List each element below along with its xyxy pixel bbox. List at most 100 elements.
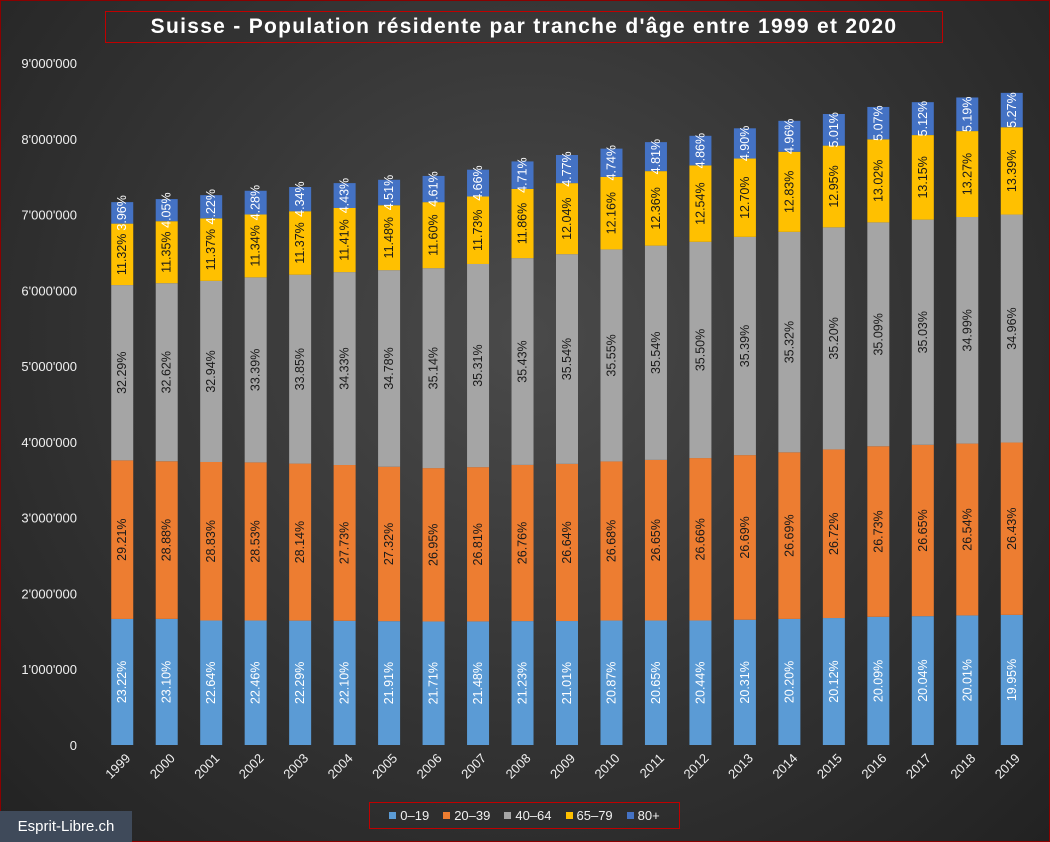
- data-label: 12.36%: [649, 187, 663, 229]
- data-label: 35.32%: [782, 321, 796, 363]
- bar-segment: [422, 202, 445, 269]
- bar-segment: [244, 190, 267, 215]
- data-label: 34.33%: [338, 347, 352, 389]
- data-label: 26.81%: [471, 523, 485, 565]
- legend-swatch: [389, 812, 397, 819]
- y-tick-label: 4'000'000: [21, 435, 77, 450]
- legend-label: 20–39: [454, 808, 491, 823]
- data-label: 11.60%: [427, 214, 441, 255]
- data-label: 5.07%: [871, 105, 885, 140]
- data-label: 12.83%: [782, 171, 796, 213]
- bar-segment: [600, 176, 623, 250]
- x-tick-label: 2016: [858, 751, 889, 782]
- bar-segment: [289, 187, 312, 212]
- bar-segment: [155, 221, 178, 284]
- legend-item: 80+: [626, 808, 660, 823]
- data-label: 26.72%: [827, 513, 841, 555]
- bar-segment: [733, 236, 756, 456]
- bar-segment: [422, 468, 445, 622]
- legend-swatch: [565, 812, 573, 819]
- y-tick-label: 8'000'000: [21, 132, 77, 147]
- bar-segment: [1000, 127, 1023, 215]
- bar-segment: [1000, 214, 1023, 443]
- bar-segment: [600, 620, 623, 745]
- data-label: 26.64%: [560, 521, 574, 563]
- data-label: 12.04%: [560, 197, 574, 239]
- bar-segment: [689, 135, 712, 166]
- data-label: 12.95%: [827, 165, 841, 207]
- x-tick-label: 2003: [280, 751, 311, 782]
- data-label: 4.66%: [471, 165, 485, 200]
- legend-label: 0–19: [400, 808, 430, 823]
- x-tick-label: 2014: [769, 751, 800, 782]
- data-label: 12.54%: [693, 182, 707, 224]
- data-label: 11.34%: [249, 225, 263, 266]
- bar-segment: [289, 274, 312, 464]
- bar-segment: [200, 218, 223, 281]
- bar-segment: [467, 196, 490, 264]
- data-label: 35.50%: [693, 329, 707, 371]
- bar-segment: [778, 231, 801, 453]
- x-tick-label: 2018: [947, 751, 978, 782]
- bar-segment: [244, 277, 267, 463]
- legend: 0–19 20–39 40–64 65–79 80+: [369, 802, 680, 829]
- data-label: 4.71%: [516, 157, 530, 192]
- data-label: 4.22%: [204, 189, 218, 224]
- bar-segment: [422, 268, 445, 469]
- bar-segment: [822, 113, 845, 146]
- data-label: 5.19%: [960, 97, 974, 132]
- data-label: 11.41%: [338, 219, 352, 260]
- bar-segment: [556, 154, 578, 184]
- x-tick-label: 2002: [236, 751, 267, 782]
- legend-item: 0–19: [389, 808, 429, 823]
- data-label: 4.81%: [649, 139, 663, 174]
- data-label: 20.20%: [782, 661, 796, 703]
- data-label: 29.21%: [115, 518, 129, 560]
- bar-segment: [867, 139, 890, 223]
- bar-segment: [778, 618, 801, 745]
- bar-segment: [733, 158, 756, 237]
- x-tick-label: 2009: [547, 751, 578, 782]
- chart-title-text: Suisse - Population résidente par tranch…: [150, 15, 898, 38]
- data-label: 22.10%: [338, 662, 352, 704]
- data-label: 3.96%: [115, 195, 129, 230]
- data-label: 35.39%: [738, 325, 752, 367]
- data-label: 11.86%: [516, 203, 530, 244]
- chart-title: Suisse - Population résidente par tranch…: [105, 11, 943, 43]
- data-label: 28.53%: [249, 520, 263, 562]
- data-label: 4.28%: [249, 185, 263, 220]
- y-tick-label: 7'000'000: [21, 208, 77, 223]
- data-label: 20.04%: [916, 659, 930, 701]
- bar-segment: [511, 258, 534, 465]
- bar-segment: [600, 461, 623, 621]
- bar-segment: [1000, 92, 1023, 128]
- legend-item: 40–64: [504, 808, 552, 823]
- data-label: 20.65%: [649, 662, 663, 704]
- x-tick-label: 2007: [458, 751, 489, 782]
- data-label: 32.62%: [160, 351, 174, 393]
- data-label: 34.96%: [1005, 307, 1019, 349]
- legend-swatch: [626, 812, 634, 819]
- data-label: 20.09%: [871, 660, 885, 702]
- bar-segment: [378, 179, 401, 206]
- bar-segment: [289, 211, 312, 275]
- data-label: 26.68%: [604, 520, 618, 562]
- bar-segment: [956, 443, 979, 616]
- data-label: 4.74%: [604, 145, 618, 180]
- data-label: 35.09%: [871, 313, 885, 355]
- bar-segment: [200, 461, 223, 621]
- data-label: 35.14%: [427, 347, 441, 389]
- x-tick-label: 2004: [325, 751, 356, 782]
- x-tick-label: 2017: [903, 751, 934, 782]
- bar-segment: [689, 241, 712, 459]
- bar-segment: [511, 464, 534, 622]
- data-label: 35.55%: [604, 334, 618, 376]
- bar-segment: [733, 619, 756, 745]
- bar-segment: [467, 169, 490, 197]
- bar-segment: [778, 120, 801, 152]
- bar-segment: [333, 620, 356, 745]
- legend-label: 65–79: [576, 808, 613, 823]
- bar-segment: [511, 161, 534, 189]
- bar-segment: [378, 621, 401, 745]
